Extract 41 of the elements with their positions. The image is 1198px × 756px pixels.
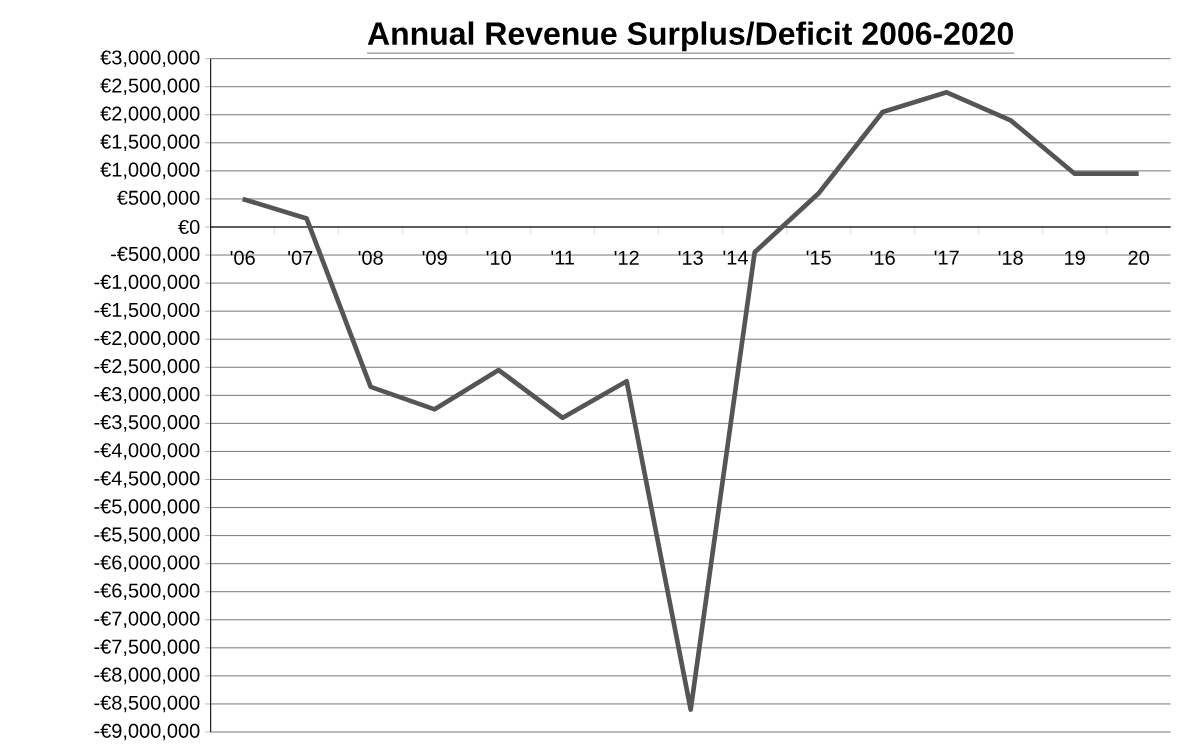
x-tick-label: '08: [358, 250, 383, 265]
x-tick-label: '16: [870, 250, 895, 265]
x-tick-label: 19: [1065, 250, 1085, 265]
x-tick-label: '13: [678, 250, 703, 265]
y-tick-label: €2,000,000: [100, 106, 200, 124]
y-tick-label: -€2,000,000: [94, 330, 200, 348]
y-tick-label: €500,000: [116, 190, 200, 208]
x-tick-label: '11: [551, 250, 574, 265]
x-tick-label: '15: [806, 250, 831, 265]
x-tick-label: '09: [422, 250, 447, 265]
x-tick-label: '12: [614, 250, 639, 265]
y-tick-label: -€9,000,000: [94, 723, 200, 741]
y-tick-label: -€6,500,000: [94, 583, 200, 600]
y-tick-label: -€1,000,000: [94, 274, 200, 292]
y-tick-label: €3,000,000: [100, 50, 200, 67]
y-tick-label: €2,500,000: [100, 78, 200, 95]
y-tick-label: -€5,500,000: [94, 527, 200, 544]
x-tick-label: 20: [1128, 250, 1150, 265]
y-tick-label: -€7,000,000: [94, 611, 200, 629]
y-tick-label: -€1,500,000: [94, 302, 200, 320]
y-tick-label: -€7,500,000: [94, 639, 200, 657]
y-tick-label: -€6,000,000: [94, 555, 200, 572]
y-tick-label: -€8,000,000: [94, 667, 200, 685]
y-tick-label: €0: [178, 219, 200, 235]
y-tick-label: -€2,500,000: [94, 359, 200, 376]
x-tick-label: '14: [723, 250, 748, 265]
y-tick-label: -€5,000,000: [94, 499, 200, 516]
chart-title: Annual Revenue Surplus/Deficit 2006-2020: [367, 21, 1013, 52]
x-tick-label: '07: [288, 250, 313, 265]
y-tick-label: -€3,000,000: [94, 387, 200, 404]
x-tick-label: '18: [998, 250, 1023, 265]
y-tick-label: -€500,000: [111, 246, 200, 264]
x-tick-label: '10: [486, 250, 511, 265]
y-tick-label: €1,500,000: [100, 134, 200, 152]
y-tick-label: €1,000,000: [100, 162, 200, 180]
x-tick-label: '06: [230, 250, 255, 265]
x-tick-label: '17: [934, 250, 959, 265]
y-tick-label: -€4,000,000: [94, 443, 200, 460]
y-tick-label: -€3,500,000: [94, 415, 200, 432]
y-tick-label: -€4,500,000: [94, 471, 200, 488]
y-tick-label: -€8,500,000: [94, 695, 200, 713]
